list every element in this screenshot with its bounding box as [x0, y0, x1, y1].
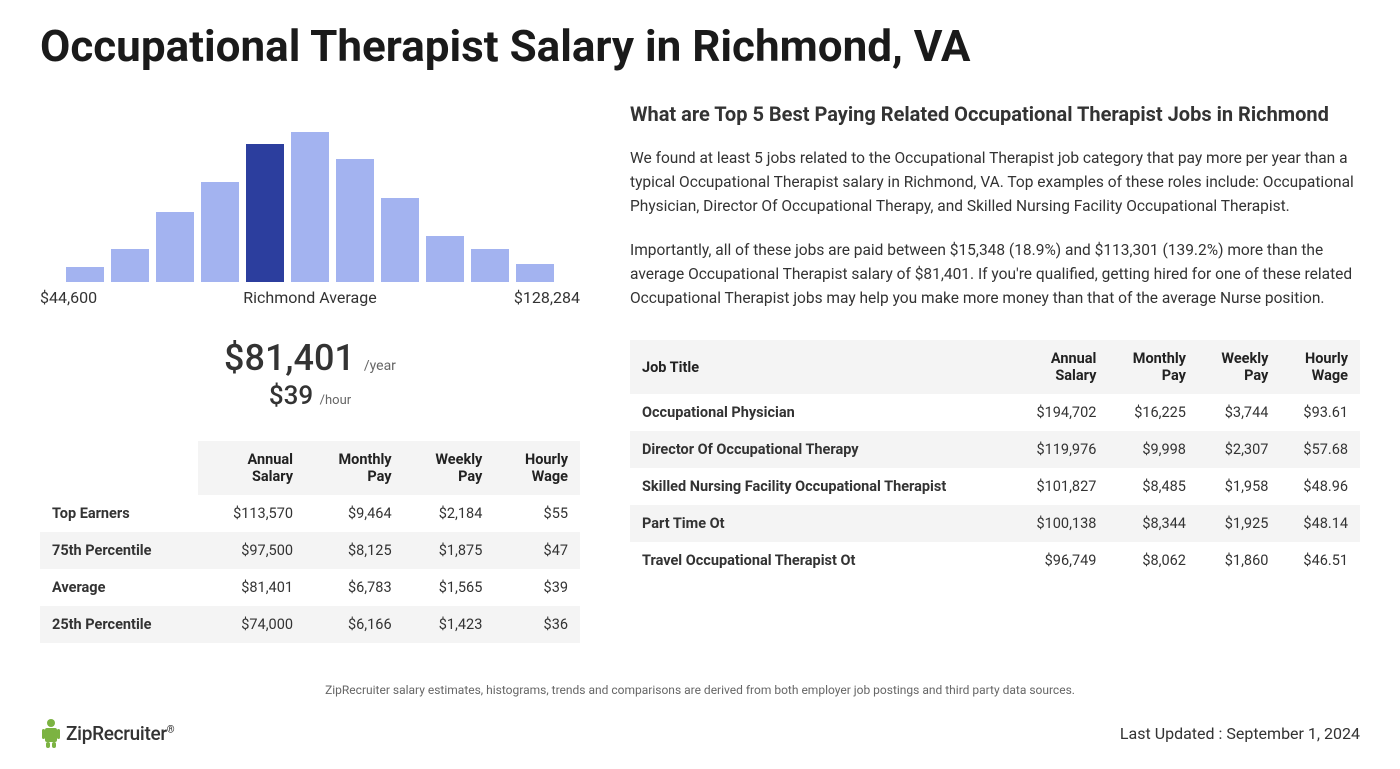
table-header: Job Title — [630, 340, 1011, 394]
table-cell: $55 — [494, 495, 580, 532]
table-cell: $93.61 — [1280, 394, 1360, 431]
table-header — [40, 441, 198, 495]
table-row: Part Time Ot$100,138$8,344$1,925$48.14 — [630, 505, 1360, 542]
table-cell: $1,860 — [1198, 542, 1280, 579]
table-cell: Occupational Physician — [630, 394, 1011, 431]
table-row: Top Earners$113,570$9,464$2,184$55 — [40, 495, 580, 532]
table-cell: $8,125 — [305, 532, 404, 569]
last-updated: Last Updated : September 1, 2024 — [1120, 724, 1360, 743]
table-cell: $97,500 — [198, 532, 305, 569]
table-cell: $48.14 — [1280, 505, 1360, 542]
table-row: Director Of Occupational Therapy$119,976… — [630, 431, 1360, 468]
table-cell: $81,401 — [198, 569, 305, 606]
histogram-bar — [156, 212, 194, 283]
related-jobs-heading: What are Top 5 Best Paying Related Occup… — [630, 102, 1360, 126]
table-cell: $9,464 — [305, 495, 404, 532]
related-jobs-table: Job TitleAnnualSalaryMonthlyPayWeeklyPay… — [630, 340, 1360, 579]
table-header: HourlyWage — [1280, 340, 1360, 394]
chart-max-label: $128,284 — [514, 288, 580, 307]
table-cell: $16,225 — [1108, 394, 1198, 431]
table-cell: $9,998 — [1108, 431, 1198, 468]
histogram-bar — [111, 249, 149, 282]
related-jobs-para1: We found at least 5 jobs related to the … — [630, 146, 1360, 218]
table-cell: $194,702 — [1011, 394, 1108, 431]
histogram-bar — [291, 132, 329, 282]
table-row: 75th Percentile$97,500$8,125$1,875$47 — [40, 532, 580, 569]
table-cell: $96,749 — [1011, 542, 1108, 579]
table-row: Occupational Physician$194,702$16,225$3,… — [630, 394, 1360, 431]
table-cell: $8,485 — [1108, 468, 1198, 505]
table-row: Average$81,401$6,783$1,565$39 — [40, 569, 580, 606]
table-cell: Travel Occupational Therapist Ot — [630, 542, 1011, 579]
table-cell: Top Earners — [40, 495, 198, 532]
table-cell: $1,925 — [1198, 505, 1280, 542]
table-cell: Average — [40, 569, 198, 606]
table-cell: $2,307 — [1198, 431, 1280, 468]
table-cell: $48.96 — [1280, 468, 1360, 505]
percentile-table: AnnualSalaryMonthlyPayWeeklyPayHourlyWag… — [40, 441, 580, 643]
histogram-bar — [426, 236, 464, 283]
table-cell: $6,166 — [305, 606, 404, 643]
table-cell: $8,062 — [1108, 542, 1198, 579]
page-title: Occupational Therapist Salary in Richmon… — [40, 20, 1360, 72]
table-cell: $101,827 — [1011, 468, 1108, 505]
table-row: Travel Occupational Therapist Ot$96,749$… — [630, 542, 1360, 579]
table-header: MonthlyPay — [305, 441, 404, 495]
table-cell: $1,423 — [404, 606, 495, 643]
table-cell: Skilled Nursing Facility Occupational Th… — [630, 468, 1011, 505]
table-cell: $1,875 — [404, 532, 495, 569]
table-cell: $100,138 — [1011, 505, 1108, 542]
footnote: ZipRecruiter salary estimates, histogram… — [40, 683, 1360, 697]
table-cell: $8,344 — [1108, 505, 1198, 542]
salary-hour: $39 /hour — [40, 381, 580, 411]
table-row: 25th Percentile$74,000$6,166$1,423$36 — [40, 606, 580, 643]
table-cell: $6,783 — [305, 569, 404, 606]
table-cell: $74,000 — [198, 606, 305, 643]
table-cell: 25th Percentile — [40, 606, 198, 643]
table-cell: 75th Percentile — [40, 532, 198, 569]
salary-year: $81,401 /year — [40, 337, 580, 379]
table-header: AnnualSalary — [1011, 340, 1108, 394]
salary-histogram: $44,600 Richmond Average $128,284 — [40, 132, 580, 307]
chart-mid-label: Richmond Average — [243, 288, 376, 307]
histogram-bar — [66, 267, 104, 282]
table-header: WeeklyPay — [1198, 340, 1280, 394]
table-cell: $119,976 — [1011, 431, 1108, 468]
table-cell: $2,184 — [404, 495, 495, 532]
table-cell: $3,744 — [1198, 394, 1280, 431]
histogram-bar — [246, 144, 284, 282]
table-header: HourlyWage — [494, 441, 580, 495]
chart-min-label: $44,600 — [40, 288, 97, 307]
table-cell: Part Time Ot — [630, 505, 1011, 542]
table-row: Skilled Nursing Facility Occupational Th… — [630, 468, 1360, 505]
histogram-bar — [516, 264, 554, 282]
table-header: WeeklyPay — [404, 441, 495, 495]
table-header: MonthlyPay — [1108, 340, 1198, 394]
table-cell: $1,958 — [1198, 468, 1280, 505]
table-header: AnnualSalary — [198, 441, 305, 495]
histogram-bar — [381, 198, 419, 282]
related-jobs-para2: Importantly, all of these jobs are paid … — [630, 238, 1360, 310]
logo-text: ZipRecruiter® — [66, 722, 174, 745]
table-cell: $39 — [494, 569, 580, 606]
histogram-bar — [471, 249, 509, 282]
ziprecruiter-logo: ZipRecruiter® — [40, 717, 174, 749]
histogram-bar — [336, 159, 374, 282]
table-cell: Director Of Occupational Therapy — [630, 431, 1011, 468]
ziprecruiter-icon — [40, 717, 62, 749]
table-cell: $46.51 — [1280, 542, 1360, 579]
table-cell: $113,570 — [198, 495, 305, 532]
table-cell: $36 — [494, 606, 580, 643]
table-cell: $1,565 — [404, 569, 495, 606]
table-cell: $47 — [494, 532, 580, 569]
histogram-bar — [201, 182, 239, 283]
table-cell: $57.68 — [1280, 431, 1360, 468]
